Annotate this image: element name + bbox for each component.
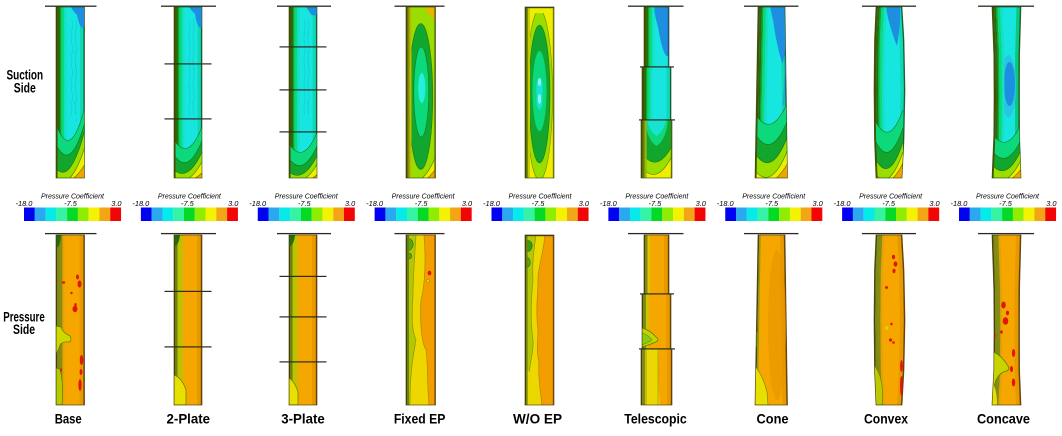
svg-text:Pressure Coefficient: Pressure Coefficient bbox=[625, 192, 689, 201]
svg-text:-7.5: -7.5 bbox=[882, 199, 896, 208]
svg-text:3.0: 3.0 bbox=[228, 199, 239, 208]
svg-text:Pressure Coefficient: Pressure Coefficient bbox=[41, 192, 105, 201]
svg-text:Base: Base bbox=[55, 411, 82, 427]
svg-text:Pressure Coefficient: Pressure Coefficient bbox=[275, 192, 339, 201]
svg-text:Pressure: Pressure bbox=[3, 310, 45, 325]
svg-text:-7.5: -7.5 bbox=[649, 199, 663, 208]
svg-text:-18.0: -18.0 bbox=[951, 199, 969, 208]
svg-text:3.0: 3.0 bbox=[579, 199, 590, 208]
svg-text:-18.0: -18.0 bbox=[16, 199, 34, 208]
svg-text:-18.0: -18.0 bbox=[483, 199, 501, 208]
svg-text:-7.5: -7.5 bbox=[415, 199, 429, 208]
svg-text:3.0: 3.0 bbox=[1046, 199, 1057, 208]
svg-text:Pressure Coefficient: Pressure Coefficient bbox=[392, 192, 456, 201]
svg-text:Pressure Coefficient: Pressure Coefficient bbox=[859, 192, 923, 201]
svg-text:Concave: Concave bbox=[977, 411, 1030, 427]
svg-text:3.0: 3.0 bbox=[462, 199, 473, 208]
svg-text:-7.5: -7.5 bbox=[532, 199, 546, 208]
svg-text:-18.0: -18.0 bbox=[249, 199, 267, 208]
svg-text:3.0: 3.0 bbox=[345, 199, 356, 208]
svg-text:-7.5: -7.5 bbox=[999, 199, 1013, 208]
svg-text:Telescopic: Telescopic bbox=[624, 411, 687, 427]
svg-text:3.0: 3.0 bbox=[696, 199, 707, 208]
svg-text:-18.0: -18.0 bbox=[132, 199, 150, 208]
svg-text:3-Plate: 3-Plate bbox=[281, 411, 325, 427]
svg-text:-7.5: -7.5 bbox=[181, 199, 195, 208]
svg-text:-18.0: -18.0 bbox=[717, 199, 735, 208]
svg-text:-7.5: -7.5 bbox=[64, 199, 78, 208]
svg-text:Pressure Coefficient: Pressure Coefficient bbox=[976, 192, 1040, 201]
svg-text:-18.0: -18.0 bbox=[834, 199, 852, 208]
svg-text:Convex: Convex bbox=[864, 411, 908, 427]
svg-text:3.0: 3.0 bbox=[812, 199, 823, 208]
svg-text:-7.5: -7.5 bbox=[298, 199, 312, 208]
svg-text:Pressure Coefficient: Pressure Coefficient bbox=[742, 192, 806, 201]
svg-text:3.0: 3.0 bbox=[929, 199, 940, 208]
svg-text:Side: Side bbox=[13, 322, 35, 337]
svg-text:Side: Side bbox=[14, 81, 36, 96]
svg-text:-18.0: -18.0 bbox=[600, 199, 618, 208]
svg-text:2-Plate: 2-Plate bbox=[167, 411, 211, 427]
svg-text:-7.5: -7.5 bbox=[765, 199, 779, 208]
svg-text:Pressure Coefficient: Pressure Coefficient bbox=[158, 192, 222, 201]
svg-text:Fixed EP: Fixed EP bbox=[394, 411, 446, 427]
svg-text:Pressure Coefficient: Pressure Coefficient bbox=[509, 192, 573, 201]
svg-text:3.0: 3.0 bbox=[111, 199, 122, 208]
svg-text:-18.0: -18.0 bbox=[366, 199, 384, 208]
svg-text:W/O EP: W/O EP bbox=[513, 411, 562, 427]
svg-text:Cone: Cone bbox=[757, 411, 789, 427]
svg-text:Suction: Suction bbox=[7, 67, 44, 82]
